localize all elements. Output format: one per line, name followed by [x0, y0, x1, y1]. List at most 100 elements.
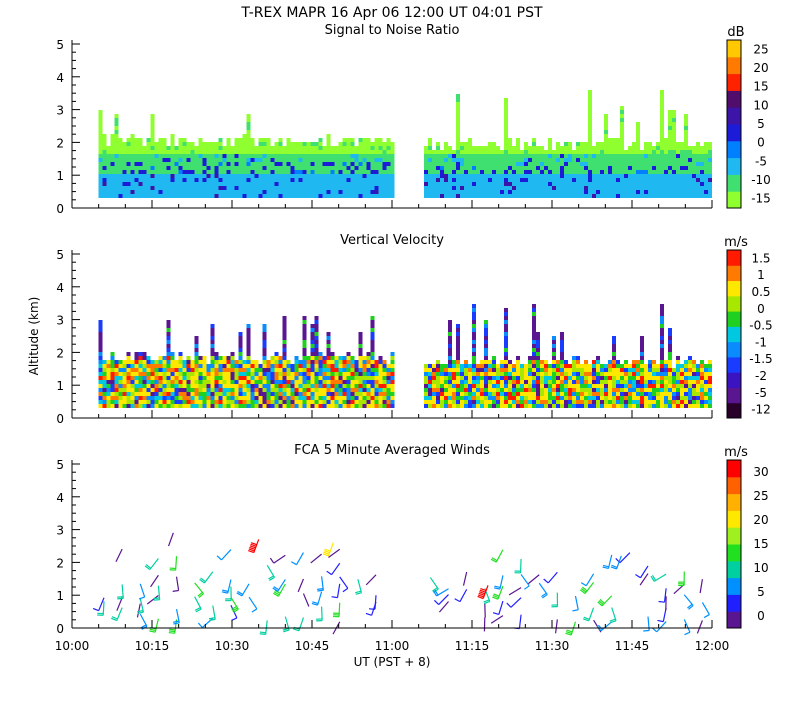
heatmap-cell [592, 158, 596, 162]
colorbar-swatch [727, 594, 741, 611]
heatmap-cell [235, 182, 239, 186]
heatmap-cell [704, 186, 708, 190]
heatmap-cell [604, 114, 608, 118]
heatmap-cell [432, 182, 436, 186]
heatmap-cell [572, 384, 576, 388]
heatmap-cell [492, 400, 496, 404]
heatmap-cell [255, 170, 259, 174]
heatmap-cell [628, 364, 632, 368]
wind-barb [169, 533, 174, 546]
heatmap-cell [596, 174, 600, 178]
heatmap-cell [624, 388, 628, 392]
heatmap-cell [656, 190, 660, 194]
heatmap-cell [243, 384, 247, 388]
heatmap-cell [175, 166, 179, 170]
heatmap-cell [251, 194, 255, 198]
heatmap-cell [560, 182, 564, 186]
heatmap-cell [708, 170, 712, 174]
colorbar-label: 1 [757, 268, 765, 282]
heatmap-cell [311, 162, 315, 166]
heatmap-cell [367, 190, 371, 194]
colorbar-swatch [727, 141, 741, 158]
heatmap-cell [171, 372, 175, 376]
heatmap-cell [580, 364, 584, 368]
heatmap-cell [468, 138, 472, 142]
heatmap-cell [351, 380, 355, 384]
heatmap-cell [231, 388, 235, 392]
heatmap-cell [500, 150, 504, 154]
heatmap-cell [668, 364, 672, 368]
heatmap-cell [263, 154, 267, 158]
heatmap-cell [604, 182, 608, 186]
heatmap-cell [524, 158, 528, 162]
heatmap-cell [119, 138, 123, 142]
heatmap-cell [564, 380, 568, 384]
colorbar-label: 30 [753, 465, 768, 479]
heatmap-cell [151, 380, 155, 384]
heatmap-cell [528, 404, 532, 408]
wind-barb [539, 583, 547, 594]
heatmap-cell [207, 364, 211, 368]
x-axis-label: UT (PST + 8) [354, 655, 431, 669]
heatmap-cell [488, 194, 492, 198]
heatmap-cell [484, 396, 488, 400]
heatmap-cell [275, 360, 279, 364]
heatmap-cell [684, 360, 688, 364]
heatmap-cell [496, 388, 500, 392]
heatmap-cell [179, 384, 183, 388]
heatmap-cell [428, 368, 432, 372]
heatmap-cell [335, 360, 339, 364]
heatmap-cell [355, 368, 359, 372]
wind-barb-flag [659, 602, 665, 603]
heatmap-cell [556, 392, 560, 396]
heatmap-cell [211, 356, 215, 360]
heatmap-cell [676, 376, 680, 380]
heatmap-cell [620, 368, 624, 372]
heatmap-cell [604, 384, 608, 388]
heatmap-cell [343, 186, 347, 190]
heatmap-cell [235, 154, 239, 158]
heatmap-cell [163, 170, 167, 174]
heatmap-cell [151, 368, 155, 372]
heatmap-cell [656, 146, 660, 150]
heatmap-cell [347, 170, 351, 174]
heatmap-cell [660, 94, 664, 98]
heatmap-cell [440, 404, 444, 408]
heatmap-cell [135, 356, 139, 360]
heatmap-cell [692, 186, 696, 190]
heatmap-cell [564, 186, 568, 190]
heatmap-cell [672, 182, 676, 186]
heatmap-cell [287, 142, 291, 146]
heatmap-cell [371, 384, 375, 388]
heatmap-cell [708, 150, 712, 154]
heatmap-cell [604, 388, 608, 392]
heatmap-cell [604, 190, 608, 194]
heatmap-cell [540, 392, 544, 396]
heatmap-cell [680, 368, 684, 372]
wind-barb [528, 575, 539, 584]
heatmap-cell [211, 190, 215, 194]
heatmap-cell [540, 388, 544, 392]
heatmap-cell [700, 166, 704, 170]
heatmap-cell [448, 150, 452, 154]
heatmap-cell [600, 404, 604, 408]
heatmap-cell [608, 190, 612, 194]
heatmap-cell [371, 182, 375, 186]
heatmap-cell [660, 396, 664, 400]
heatmap-cell [143, 154, 147, 158]
heatmap-cell [612, 340, 616, 344]
heatmap-cell [532, 154, 536, 158]
heatmap-cell [331, 376, 335, 380]
heatmap-cell [279, 150, 283, 154]
colorbar-label: -2 [755, 369, 767, 383]
heatmap-cell [560, 154, 564, 158]
heatmap-cell [339, 364, 343, 368]
heatmap-cell [131, 368, 135, 372]
heatmap-cell [696, 166, 700, 170]
heatmap-cell [532, 312, 536, 316]
heatmap-cell [131, 404, 135, 408]
heatmap-cell [620, 170, 624, 174]
heatmap-cell [532, 336, 536, 340]
heatmap-cell [119, 158, 123, 162]
heatmap-cell [560, 166, 564, 170]
